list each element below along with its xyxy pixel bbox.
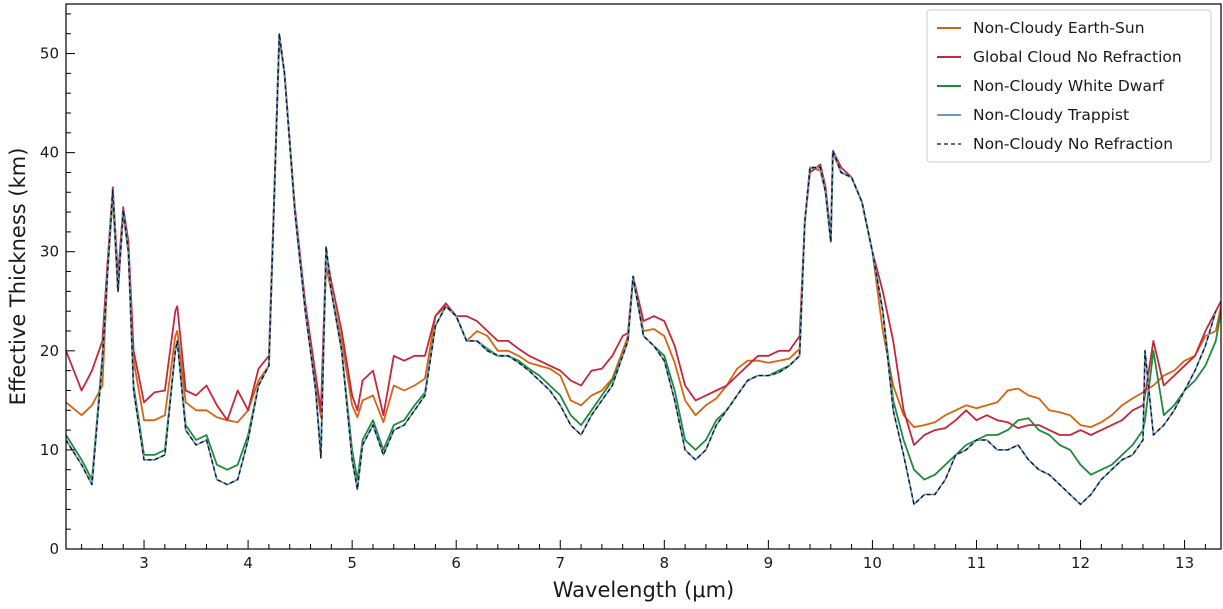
x-tick-label: 4 bbox=[243, 554, 253, 572]
x-tick-label: 7 bbox=[555, 554, 565, 572]
legend-label-2: Global Cloud No Refraction bbox=[973, 48, 1182, 66]
y-tick-label: 10 bbox=[40, 441, 59, 459]
legend-label-3: Non-Cloudy White Dwarf bbox=[973, 77, 1164, 95]
x-tick-label: 6 bbox=[451, 554, 461, 572]
legend-entry-2: Global Cloud No Refraction bbox=[937, 48, 1182, 66]
x-tick-label: 9 bbox=[764, 554, 774, 572]
x-tick-label: 13 bbox=[1175, 554, 1194, 572]
plot-area bbox=[66, 32, 1221, 506]
y-tick-label: 30 bbox=[40, 243, 59, 261]
legend-label-4: Non-Cloudy Trappist bbox=[973, 106, 1129, 124]
y-tick-label: 20 bbox=[40, 342, 59, 360]
y-tick-label: 0 bbox=[49, 540, 59, 558]
y-tick-label: 50 bbox=[40, 45, 59, 63]
legend-box bbox=[926, 9, 1212, 163]
x-tick-label: 3 bbox=[139, 554, 149, 572]
x-tick-label: 10 bbox=[863, 554, 882, 572]
legend: Non-Cloudy Earth-Sun Global Cloud No Refr… bbox=[926, 9, 1212, 163]
y-axis-label: Effective Thickness (km) bbox=[6, 148, 30, 406]
x-tick-label: 5 bbox=[347, 554, 357, 572]
series-line-5 bbox=[66, 33, 1217, 506]
x-tick-label: 11 bbox=[967, 554, 986, 572]
series-lines bbox=[66, 32, 1221, 506]
x-tick-label: 12 bbox=[1071, 554, 1090, 572]
legend-label-5: Non-Cloudy No Refraction bbox=[973, 135, 1173, 153]
legend-entry-5: Non-Cloudy No Refraction bbox=[937, 135, 1173, 153]
x-tick-label: 8 bbox=[660, 554, 670, 572]
legend-entry-3: Non-Cloudy White Dwarf bbox=[937, 77, 1164, 95]
legend-entry-1: Non-Cloudy Earth-Sun bbox=[937, 19, 1145, 37]
legend-label-1: Non-Cloudy Earth-Sun bbox=[973, 19, 1145, 37]
axes: 3 4 5 6 7 8 9 10 11 12 13 0 10 20 30 40 50 Wavelength (μm… bbox=[6, 3, 1222, 602]
legend-entry-4: Non-Cloudy Trappist bbox=[937, 106, 1129, 124]
y-tick-label: 40 bbox=[40, 144, 59, 162]
x-axis-label: Wavelength (μm) bbox=[553, 578, 734, 602]
